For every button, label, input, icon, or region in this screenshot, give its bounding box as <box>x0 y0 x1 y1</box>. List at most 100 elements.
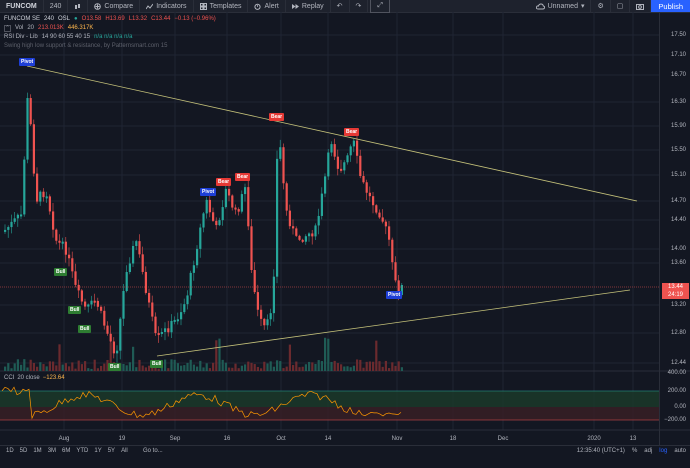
candle-body <box>349 146 352 156</box>
timeframe-3m[interactable]: 3M <box>47 448 57 454</box>
candle-body <box>276 158 279 277</box>
volume-bar <box>330 361 333 371</box>
volume-bar <box>100 365 103 371</box>
candle-body <box>285 183 288 211</box>
legend-low: L13.32 <box>128 16 148 22</box>
replay-label: Replay <box>301 2 324 10</box>
cci-params: 20 close <box>17 375 40 381</box>
candle-body <box>212 212 215 221</box>
log-toggle[interactable]: log <box>659 448 668 454</box>
indicators-button[interactable]: Indicators <box>140 0 194 12</box>
volume-bar <box>314 363 317 371</box>
collapse-icon[interactable]: ⌃ <box>4 25 11 32</box>
candle-body <box>244 187 247 195</box>
dot-icon: ● <box>74 16 78 22</box>
snapshot-button[interactable] <box>630 0 652 12</box>
volume-bar <box>292 365 295 371</box>
candle-body <box>13 218 16 222</box>
candle-body <box>106 325 109 334</box>
interval-button[interactable]: 240 <box>44 0 69 12</box>
timeframe-all[interactable]: All <box>121 448 128 454</box>
auto-toggle[interactable]: auto <box>674 448 686 454</box>
timeframe-6m[interactable]: 6M <box>62 448 71 454</box>
volume-bar <box>4 366 7 371</box>
rsi-row: RSI Div - Lib 14 90 60 55 40 15 n/a n/a … <box>4 33 216 42</box>
timeframe-1y[interactable]: 1Y <box>94 448 102 454</box>
candle-body <box>77 284 80 291</box>
candle-body <box>356 140 359 156</box>
candle-body <box>176 319 179 322</box>
undo-button[interactable]: ↶ <box>331 0 350 12</box>
candle-body <box>116 350 119 354</box>
alert-button[interactable]: Alert <box>248 0 286 12</box>
volume-bar <box>77 360 80 371</box>
time-tick-label: 18 <box>449 436 457 442</box>
settings-button[interactable]: ⚙ <box>591 0 611 12</box>
candle-body <box>317 215 320 226</box>
candle-body <box>128 263 131 273</box>
indicators-icon <box>146 3 154 9</box>
symbol-search[interactable]: FUNCOM <box>0 0 44 12</box>
candle-body <box>55 229 58 241</box>
candle-body <box>167 328 170 333</box>
volume-bar <box>266 363 269 371</box>
volume-bar <box>247 361 250 371</box>
price-axis[interactable] <box>659 12 690 445</box>
timeframe-1m[interactable]: 1M <box>33 448 42 454</box>
candle-body <box>330 144 333 153</box>
bull-tag: Bull <box>108 363 122 371</box>
bear-tag: Bear <box>344 128 360 136</box>
percent-toggle[interactable]: % <box>631 448 638 454</box>
goto-button[interactable]: Go to... <box>143 448 163 454</box>
volume-bar <box>394 365 397 371</box>
candle-body <box>368 192 371 197</box>
price-tick-label: 12.80 <box>670 330 686 336</box>
candle-body <box>253 270 256 293</box>
price-tick-label: 14.70 <box>670 198 686 204</box>
bull-tag: Bull <box>68 306 82 314</box>
publish-button[interactable]: Publish <box>651 0 690 12</box>
cci-upper-band <box>0 391 660 407</box>
candle-body <box>151 302 154 317</box>
volume-bar <box>346 366 349 371</box>
volume-bar <box>180 365 183 371</box>
volume-bar <box>52 361 55 371</box>
price-tick-label: 13.20 <box>670 302 686 308</box>
timeframe-5y[interactable]: 5Y <box>107 448 116 454</box>
candle-body <box>324 176 327 194</box>
time-tick-label: 14 <box>324 436 332 442</box>
timeframe-ytd[interactable]: YTD <box>76 448 89 454</box>
replay-button[interactable]: Replay <box>286 0 331 12</box>
compare-button[interactable]: Compare <box>88 0 141 12</box>
volume-bar <box>154 365 157 371</box>
volume-bar <box>263 361 266 371</box>
candle-body <box>109 333 112 342</box>
candle-body <box>138 241 141 255</box>
replay-icon <box>291 3 299 9</box>
candle-body <box>90 300 93 305</box>
volume-bar <box>208 368 211 371</box>
volume-bar <box>16 359 19 371</box>
layout-grid-button[interactable]: ▢ <box>611 0 631 12</box>
layout-button[interactable]: Unnamed ▾ <box>530 0 592 12</box>
volume-bar <box>288 344 291 371</box>
candle-style-button[interactable] <box>68 0 89 12</box>
candle-body <box>320 193 323 216</box>
fullscreen-button[interactable]: ⤢ <box>370 0 391 13</box>
adj-toggle[interactable]: adj <box>644 448 653 454</box>
templates-button[interactable]: Templates <box>194 0 249 12</box>
redo-button[interactable]: ↷ <box>350 0 369 12</box>
volume-bar <box>327 338 330 371</box>
timeframe-5d[interactable]: 5D <box>19 448 28 454</box>
clock-label: 12:35:40 (UTC+1) <box>576 448 625 454</box>
cloud-icon <box>535 2 545 9</box>
candle-body <box>87 304 90 307</box>
vol-value: 213.013K <box>38 25 64 31</box>
volume-bar <box>148 365 151 371</box>
candle-body <box>292 226 295 229</box>
timeframe-1d[interactable]: 1D <box>6 448 14 454</box>
candle-body <box>26 98 29 160</box>
candle-body <box>20 214 23 217</box>
candle-body <box>132 246 135 264</box>
